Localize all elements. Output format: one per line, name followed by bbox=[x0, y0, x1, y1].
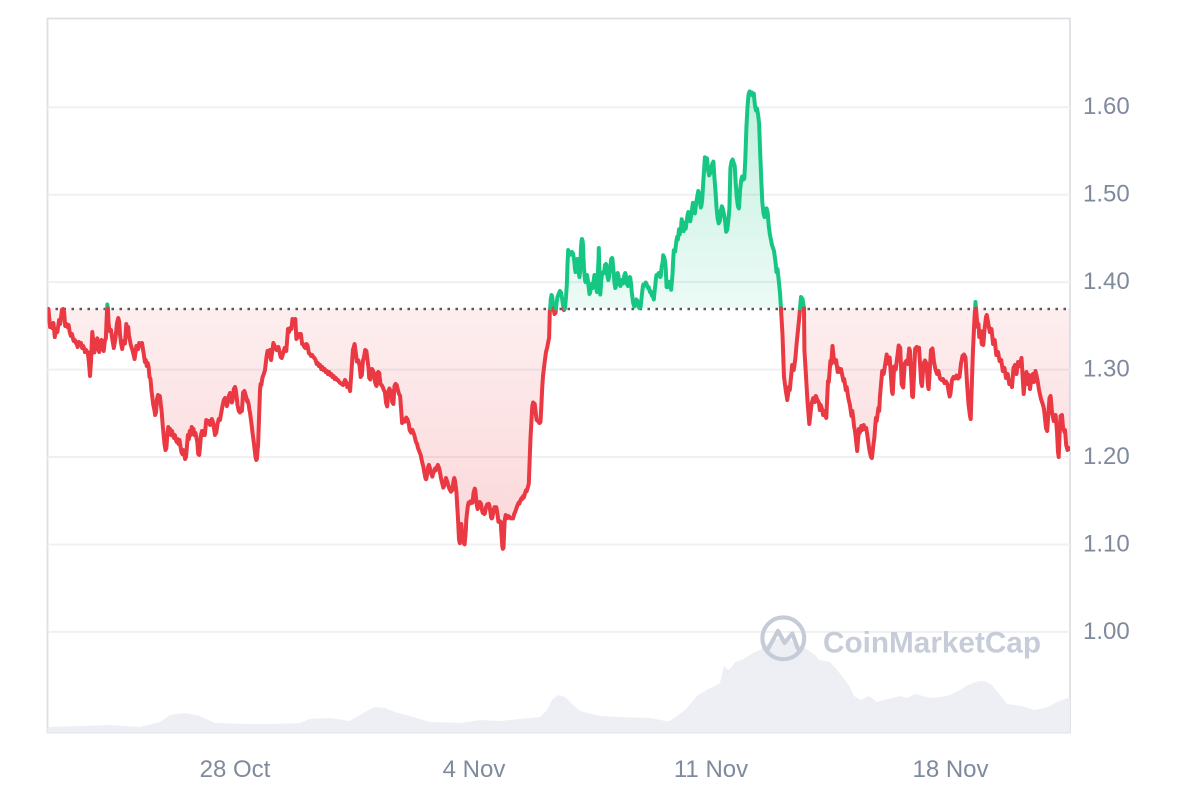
svg-text:1.10: 1.10 bbox=[1083, 531, 1130, 558]
svg-text:1.00: 1.00 bbox=[1083, 618, 1130, 645]
svg-text:4 Nov: 4 Nov bbox=[443, 756, 506, 783]
svg-text:1.50: 1.50 bbox=[1083, 181, 1130, 208]
svg-text:11 Nov: 11 Nov bbox=[674, 756, 748, 783]
svg-text:28 Oct: 28 Oct bbox=[200, 756, 271, 783]
svg-text:CoinMarketCap: CoinMarketCap bbox=[823, 627, 1041, 660]
svg-text:1.40: 1.40 bbox=[1083, 268, 1130, 295]
svg-text:1.20: 1.20 bbox=[1083, 443, 1130, 470]
svg-text:1.30: 1.30 bbox=[1083, 356, 1130, 383]
svg-text:1.60: 1.60 bbox=[1083, 93, 1130, 120]
svg-text:18 Nov: 18 Nov bbox=[912, 756, 988, 783]
